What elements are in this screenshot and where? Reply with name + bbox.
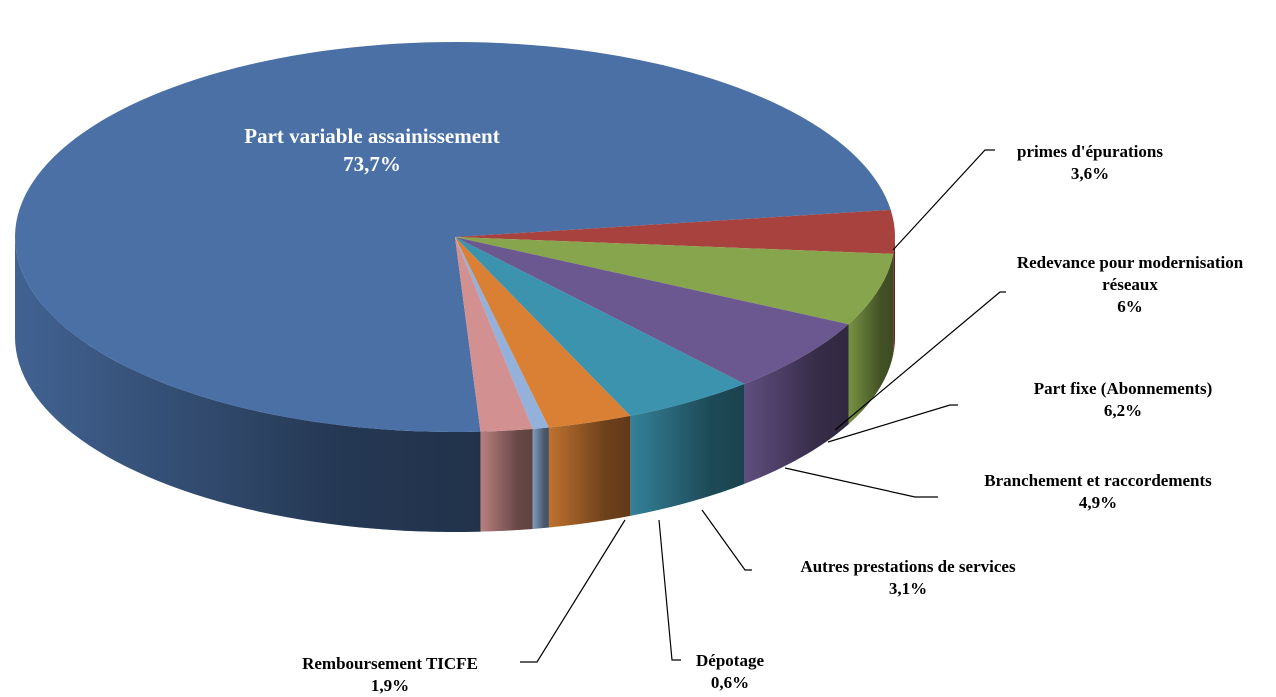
slice: [455, 237, 849, 384]
category-name: Autres prestations de services: [800, 557, 1016, 576]
category-name: Redevance pour modernisation réseaux: [1016, 253, 1244, 294]
leader-line: [520, 519, 626, 663]
pie-body: [15, 42, 895, 532]
value-label: 0,6%: [710, 673, 750, 692]
side-shade: [548, 415, 631, 528]
slice: [455, 237, 631, 428]
slice: [455, 237, 894, 325]
slice-label: Remboursement TICFE 1,9%: [302, 653, 478, 697]
value-label: 3,1%: [888, 579, 928, 598]
value-label: 3,6%: [1070, 164, 1110, 183]
value-label: 6,2%: [1103, 401, 1143, 420]
slice-label: Redevance pour modernisation réseaux 6%: [1005, 252, 1255, 318]
side-shade: [532, 427, 549, 529]
slice-label: Dépotage 0,6%: [696, 650, 764, 694]
leader-line: [701, 509, 752, 571]
value-label: 73,7%: [343, 152, 401, 176]
leader-line: [834, 291, 1006, 431]
leader-line: [892, 149, 995, 251]
leader-line: [827, 404, 958, 443]
category-name: Part fixe (Abonnements): [1033, 379, 1213, 398]
side-shade: [480, 428, 533, 532]
value-label: 1,9%: [370, 676, 410, 695]
slice: [15, 42, 891, 432]
leader-lines: [520, 149, 1006, 663]
leader-line: [658, 519, 681, 661]
category-name: Dépotage: [696, 651, 764, 670]
category-name: Part variable assainissement: [244, 124, 500, 148]
category-name: primes d'épurations: [1017, 142, 1163, 161]
slice: [455, 237, 533, 432]
leader-line: [784, 467, 938, 498]
slice: [455, 209, 895, 254]
slice-label: Autres prestations de services 3,1%: [800, 556, 1015, 600]
category-name: Remboursement TICFE: [302, 654, 478, 673]
slice-label: primes d'épurations 3,6%: [1017, 141, 1163, 185]
side-shade: [630, 383, 745, 516]
slice: [455, 237, 745, 416]
category-name: Branchement et raccordements: [984, 471, 1212, 490]
value-label: 4,9%: [1078, 493, 1118, 512]
slice: [455, 237, 549, 429]
side-shade: [15, 237, 481, 532]
slice-label: Part variable assainissement 73,7%: [244, 122, 499, 178]
value-label: 6%: [1117, 297, 1143, 316]
side-shade: [893, 237, 895, 354]
slice-label: Part fixe (Abonnements) 6,2%: [1034, 378, 1212, 422]
side-shade: [848, 253, 894, 425]
side-shade: [744, 324, 849, 484]
slice-label: Branchement et raccordements 4,9%: [984, 470, 1212, 514]
